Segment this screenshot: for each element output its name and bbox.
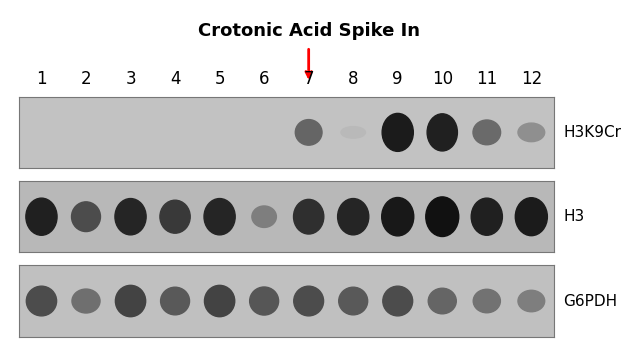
Text: Crotonic Acid Spike In: Crotonic Acid Spike In xyxy=(198,22,420,40)
Text: 3: 3 xyxy=(125,70,136,88)
Text: 8: 8 xyxy=(348,70,358,88)
Ellipse shape xyxy=(204,285,235,317)
Text: 4: 4 xyxy=(170,70,180,88)
Text: 2: 2 xyxy=(81,70,92,88)
Text: H3: H3 xyxy=(563,209,584,224)
Ellipse shape xyxy=(339,287,367,315)
Ellipse shape xyxy=(341,127,365,138)
Text: 10: 10 xyxy=(432,70,453,88)
Ellipse shape xyxy=(381,197,414,236)
Text: 6: 6 xyxy=(259,70,269,88)
Ellipse shape xyxy=(382,113,413,151)
Ellipse shape xyxy=(473,289,500,313)
Ellipse shape xyxy=(26,286,56,316)
Text: 9: 9 xyxy=(392,70,403,88)
Text: 11: 11 xyxy=(476,70,497,88)
Ellipse shape xyxy=(26,198,57,235)
Ellipse shape xyxy=(426,197,459,237)
Ellipse shape xyxy=(160,200,190,233)
Ellipse shape xyxy=(204,198,235,235)
Ellipse shape xyxy=(115,285,146,317)
Ellipse shape xyxy=(471,198,502,235)
Ellipse shape xyxy=(427,114,458,151)
Text: 12: 12 xyxy=(521,70,542,88)
Text: G6PDH: G6PDH xyxy=(563,294,618,308)
Ellipse shape xyxy=(294,200,324,234)
Ellipse shape xyxy=(518,123,545,142)
Ellipse shape xyxy=(383,286,413,316)
Text: 1: 1 xyxy=(36,70,47,88)
Ellipse shape xyxy=(515,198,547,236)
Ellipse shape xyxy=(72,289,100,313)
Ellipse shape xyxy=(161,287,189,315)
Ellipse shape xyxy=(518,290,545,312)
Ellipse shape xyxy=(428,288,456,314)
Ellipse shape xyxy=(295,120,322,145)
Text: 5: 5 xyxy=(214,70,225,88)
Ellipse shape xyxy=(252,206,276,227)
Ellipse shape xyxy=(294,286,324,316)
Ellipse shape xyxy=(338,198,369,235)
Ellipse shape xyxy=(473,120,500,145)
Text: H3K9Cr: H3K9Cr xyxy=(563,125,621,140)
Ellipse shape xyxy=(72,202,100,231)
Ellipse shape xyxy=(115,198,146,235)
Ellipse shape xyxy=(250,287,278,315)
Text: 7: 7 xyxy=(303,70,314,88)
